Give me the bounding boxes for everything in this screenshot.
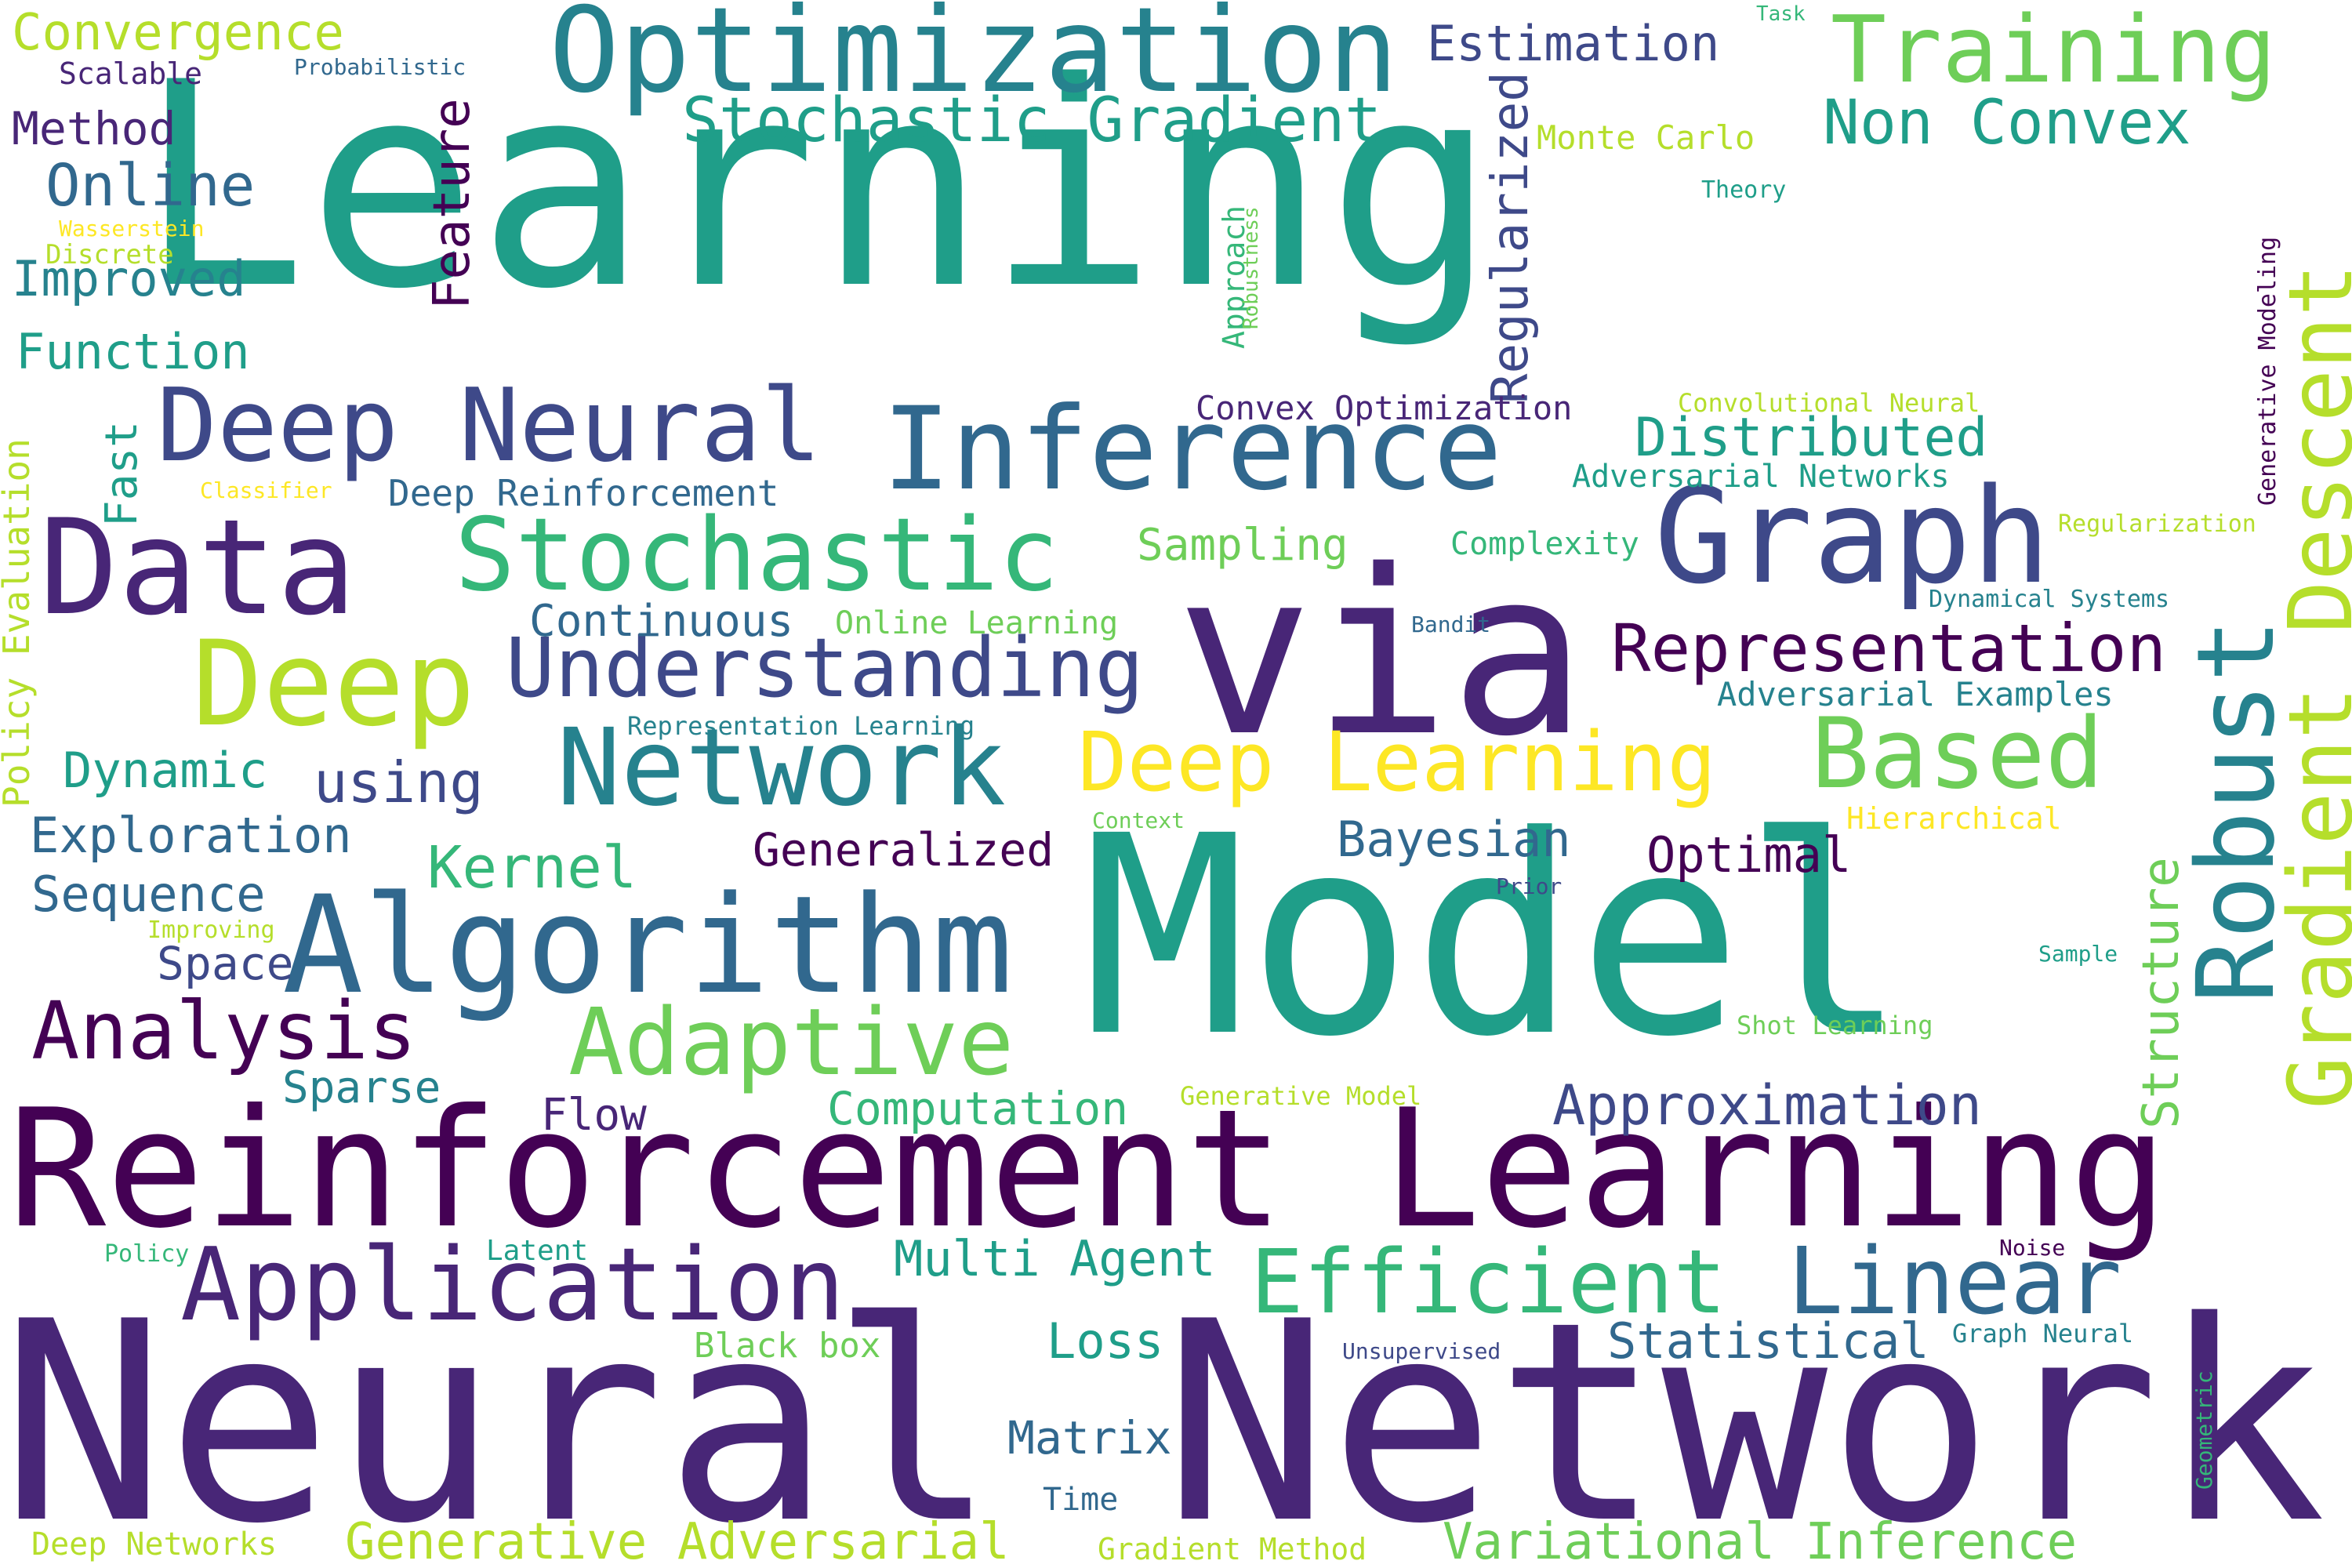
word-hierarchical: Hierarchical [1846, 801, 2062, 836]
word-theory: Theory [1701, 176, 1787, 204]
word-based: Based [1811, 698, 2104, 811]
word-shot-learning: Shot Learning [1737, 1011, 1933, 1040]
word-regularization: Regularization [2058, 510, 2256, 538]
word-generative-adversarial: Generative Adversarial [345, 1513, 1010, 1568]
word-regularized: Regularized [1482, 71, 1540, 404]
word-classifier: Classifier [200, 477, 332, 503]
word-space: Space [157, 937, 294, 990]
word-deep-reinforcement: Deep Reinforcement [388, 472, 779, 514]
word-representation-learning: Representation Learning [627, 711, 975, 741]
word-prior: Prior [1496, 873, 1563, 899]
word-variational-inference: Variational Inference [1443, 1513, 2078, 1568]
word-representation: Representation [1611, 610, 2167, 687]
word-non-convex: Non Convex [1823, 88, 2191, 158]
word-optimal: Optimal [1646, 826, 1852, 884]
word-generative-model: Generative Model [1180, 1081, 1422, 1111]
word-training: Training [1831, 0, 2277, 103]
word-stochastic-gradient: Stochastic Gradient [682, 85, 1382, 156]
word-adversarial-examples: Adversarial Examples [1717, 675, 2114, 713]
word-convex-optimization: Convex Optimization [1196, 389, 1573, 427]
word-function: Function [16, 323, 250, 380]
word-unsupervised: Unsupervised [1342, 1338, 1501, 1364]
word-deep-neural: Deep Neural [157, 368, 822, 485]
word-neural-network: Neural Network [0, 1263, 2326, 1568]
word-black-box: Black box [694, 1326, 881, 1366]
word-task: Task [1756, 2, 1806, 26]
word-sparse: Sparse [282, 1062, 441, 1113]
word-bayesian: Bayesian [1337, 811, 1571, 868]
word-dynamic: Dynamic [63, 742, 268, 799]
word-application: Application [180, 1227, 845, 1344]
word-graph-neural: Graph Neural [1952, 1319, 2134, 1348]
word-context: Context [1092, 808, 1185, 833]
word-sampling: Sampling [1137, 520, 1348, 571]
word-via: via [1176, 522, 1587, 786]
word-latent: Latent [486, 1235, 589, 1267]
word-estimation: Estimation [1427, 15, 1720, 72]
word-multi-agent: Multi Agent [894, 1230, 1216, 1287]
word-inference: Inference [882, 383, 1503, 516]
word-gradient-method: Gradient Method [1098, 1532, 1367, 1566]
word-continuous: Continuous [529, 596, 794, 647]
word-feature: Feature [423, 98, 481, 310]
word-optimization: Optimization [549, 0, 1399, 119]
word-policy: Policy [104, 1240, 190, 1268]
word-discrete: Discrete [45, 239, 174, 270]
word-deep-networks: Deep Networks [31, 1526, 278, 1563]
word-structure: Structure [2132, 857, 2190, 1129]
word-understanding: Understanding [506, 620, 1144, 716]
word-deep-learning: Deep Learning [1078, 714, 1716, 810]
word-complexity: Complexity [1450, 526, 1639, 562]
word-computation: Computation [827, 1082, 1129, 1135]
word-online-learning: Online Learning [835, 605, 1119, 641]
word-flow: Flow [541, 1090, 647, 1141]
word-policy-evaluation: Policy Evaluation [0, 438, 38, 808]
word-method: Method [12, 102, 176, 155]
word-robustness: Robustness [1240, 206, 1263, 329]
word-scalable: Scalable [59, 56, 203, 91]
word-model: Model [1082, 777, 1908, 1097]
word-convergence: Convergence [12, 4, 344, 62]
word-algorithm: Algorithm [282, 866, 1013, 1024]
word-loss: Loss [1047, 1312, 1164, 1370]
word-efficient: Efficient [1250, 1232, 1726, 1334]
word-adaptive: Adaptive [568, 988, 1014, 1096]
word-gradient-descent: Gradient Descent [2270, 263, 2352, 1109]
word-analysis: Analysis [31, 985, 417, 1078]
word-dynamical-systems: Dynamical Systems [1929, 586, 2170, 613]
word-graph: Graph [1654, 459, 2051, 613]
word-learning: Learning [137, 22, 1497, 350]
word-geometric: Geometric [2191, 1370, 2217, 1490]
word-sequence: Sequence [31, 866, 266, 923]
word-network: Network [557, 706, 1007, 830]
word-using: using [314, 750, 484, 815]
word-sample: Sample [2038, 941, 2118, 967]
word-deep: Deep [192, 616, 476, 753]
word-noise: Noise [1999, 1235, 2066, 1261]
word-linear: Linear [1788, 1227, 2122, 1335]
word-statistical: Statistical [1607, 1312, 1929, 1370]
word-improved: Improved [12, 250, 246, 307]
word-adversarial-networks: Adversarial Networks [1572, 459, 1950, 495]
word-wasserstein: Wasserstein [59, 216, 205, 241]
word-kernel: Kernel [427, 834, 637, 902]
word-online: Online [45, 152, 256, 220]
word-stochastic: Stochastic [455, 497, 1059, 614]
word-generalized: Generalized [753, 823, 1054, 877]
word-bandit: Bandit [1411, 612, 1491, 637]
word-improving: Improving [147, 916, 275, 944]
word-approximation: Approximation [1552, 1073, 1982, 1138]
word-generative-modeling: Generative Modeling [2254, 236, 2281, 506]
word-probabilistic: Probabilistic [294, 54, 466, 80]
word-time: Time [1043, 1482, 1119, 1518]
word-data: Data [39, 491, 357, 644]
word-reinforcement-learning: Reinforcement Learning [8, 1075, 2168, 1265]
word-exploration: Exploration [30, 807, 352, 864]
word-matrix: Matrix [1007, 1411, 1172, 1465]
word-convolutional-neural: Convolutional Neural [1678, 388, 1980, 418]
word-distributed: Distributed [1635, 407, 1988, 469]
word-fast: Fast [96, 421, 147, 527]
word-monte-carlo: Monte Carlo [1537, 118, 1755, 157]
